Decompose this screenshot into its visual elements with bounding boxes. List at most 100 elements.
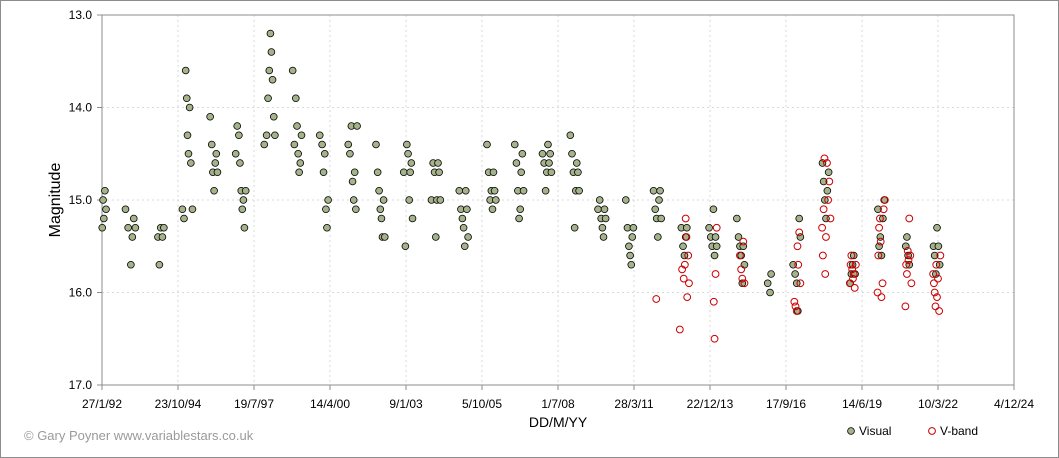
visual-point	[568, 149, 576, 158]
visual-point	[212, 149, 221, 158]
visual-point	[435, 168, 443, 177]
vband-point	[709, 297, 718, 306]
visual-point	[231, 149, 240, 158]
visual-point	[875, 242, 883, 251]
visual-point	[291, 94, 300, 103]
x-tick-label: 4/12/24	[994, 397, 1034, 411]
vband-point	[818, 251, 827, 260]
vband-point	[933, 293, 941, 302]
visual-point	[100, 214, 108, 223]
visual-point	[233, 122, 242, 130]
visual-point	[267, 48, 276, 56]
x-tick-label: 23/10/94	[155, 397, 202, 411]
visual-point	[405, 196, 413, 204]
visual-point	[379, 196, 388, 204]
visual-point	[595, 196, 604, 204]
vband-point	[737, 265, 746, 274]
visual-point	[211, 159, 220, 167]
visual-point	[824, 168, 833, 177]
visual-point	[349, 196, 358, 204]
visual-point	[683, 223, 691, 232]
visual-point	[236, 159, 244, 167]
visual-point	[182, 94, 191, 103]
y-tick-labels: 13.0 14.0 15.0 16.0 17.0	[69, 8, 93, 392]
visual-point	[516, 205, 525, 214]
visual-point	[207, 140, 216, 149]
visual-point	[575, 186, 583, 195]
legend-marker-vband	[928, 427, 936, 435]
x-tick-label: 27/1/92	[82, 397, 122, 411]
visual-point	[572, 159, 581, 167]
vband-point	[874, 251, 883, 260]
vband-point	[736, 251, 744, 260]
visual-point	[436, 196, 445, 204]
visual-point	[510, 140, 519, 149]
visual-point	[241, 186, 250, 195]
visual-point	[290, 140, 299, 149]
visual-point	[740, 260, 749, 269]
visual-point	[294, 149, 302, 158]
visual-point	[709, 205, 718, 214]
vband-point	[907, 279, 916, 288]
visual-point	[315, 131, 324, 140]
visual-point	[492, 196, 500, 204]
visual-point	[124, 223, 132, 232]
visual-point	[545, 159, 553, 167]
visual-point	[541, 186, 550, 195]
grid-lines	[97, 14, 1015, 390]
vband-point	[679, 274, 688, 283]
visual-point	[260, 140, 269, 149]
vband-point	[685, 279, 693, 288]
visual-point	[538, 149, 547, 158]
vband-point	[824, 196, 833, 204]
visual-point	[795, 214, 804, 223]
visual-point	[264, 94, 272, 103]
visual-point	[656, 186, 664, 195]
visual-point	[566, 131, 575, 140]
vband-point	[681, 214, 690, 223]
y-tick-label: 14.0	[69, 101, 93, 115]
vband-point	[846, 260, 855, 269]
visual-point	[180, 214, 188, 223]
x-tick-label: 17/9/16	[766, 397, 806, 411]
visual-point	[296, 159, 305, 167]
visual-point	[399, 168, 408, 177]
visual-point	[297, 131, 306, 140]
vband-point	[791, 302, 800, 311]
vband-point	[822, 233, 830, 241]
vband-point	[876, 237, 885, 246]
visual-point	[679, 242, 687, 251]
vband-point	[878, 279, 887, 288]
visual-point	[512, 159, 521, 167]
vband-point	[905, 214, 914, 223]
vband-point	[876, 214, 884, 223]
series-visual	[98, 29, 944, 315]
x-tick-label: 9/1/03	[389, 397, 423, 411]
visual-point	[547, 168, 556, 177]
x-tick-label: 14/4/00	[310, 397, 350, 411]
vband-point	[901, 302, 910, 311]
visual-point	[434, 159, 442, 167]
visual-point	[323, 223, 331, 232]
x-tick-label: 1/7/08	[541, 397, 575, 411]
visual-point	[293, 122, 301, 130]
visual-point	[458, 214, 467, 223]
vband-point	[821, 270, 830, 278]
visual-point	[178, 205, 187, 214]
visual-point	[651, 205, 660, 214]
y-tick-label: 17.0	[69, 378, 93, 392]
visual-point	[459, 223, 468, 232]
visual-point	[377, 214, 386, 223]
visual-point	[594, 205, 602, 214]
visual-point	[823, 186, 832, 195]
vband-point	[652, 295, 661, 303]
visual-point	[375, 186, 383, 195]
legend-label-visual: Visual	[859, 424, 891, 438]
visual-point	[519, 186, 528, 195]
visual-point	[796, 233, 805, 241]
visual-point	[711, 233, 720, 241]
visual-point	[98, 223, 107, 232]
vband-point	[675, 325, 684, 334]
visual-point	[322, 205, 330, 214]
vband-point	[793, 242, 802, 251]
